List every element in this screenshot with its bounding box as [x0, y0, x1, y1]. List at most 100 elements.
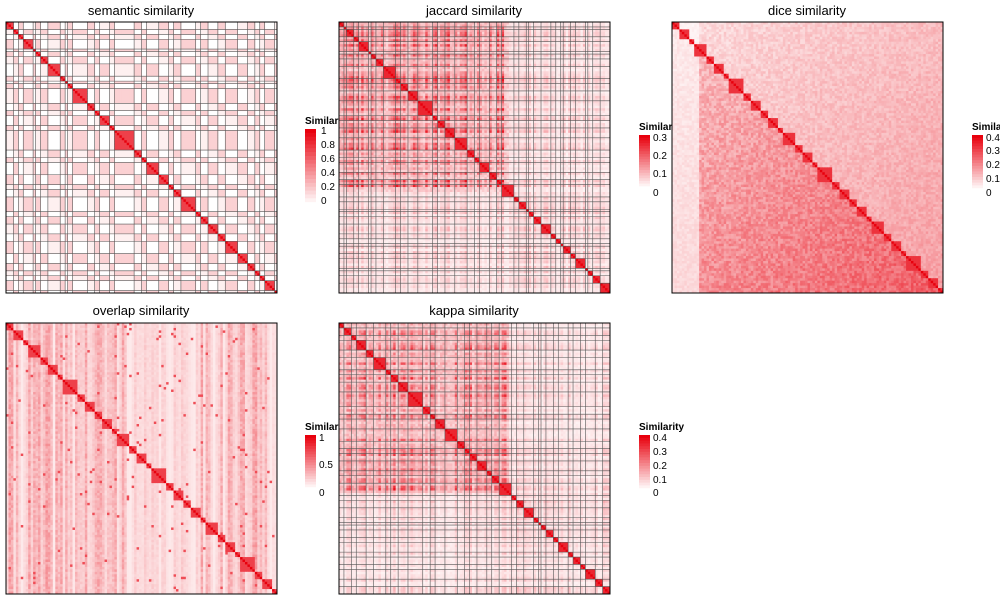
heatmap-cell — [196, 52, 199, 55]
heatmap-cell — [26, 29, 29, 32]
heatmap-cell — [154, 34, 157, 37]
heatmap-cell — [208, 29, 211, 32]
heatmap-cell — [210, 29, 213, 32]
heatmap-cell — [250, 39, 253, 42]
heatmap-cell — [174, 34, 177, 37]
heatmap-cell — [43, 34, 46, 37]
heatmap-cell — [255, 29, 258, 32]
heatmap-cell — [134, 52, 137, 55]
heatmap-cell — [137, 44, 140, 47]
heatmap-cell — [240, 24, 243, 27]
heatmap-cell — [8, 44, 11, 47]
heatmap-cell — [26, 42, 29, 45]
heatmap-cell — [68, 42, 71, 45]
heatmap-cell — [87, 42, 90, 45]
heatmap-cell — [55, 34, 58, 37]
heatmap-cell — [23, 44, 26, 47]
heatmap-cell — [149, 34, 152, 37]
heatmap-cell — [146, 24, 149, 27]
heatmap-cell — [8, 56, 11, 59]
heatmap-cell — [265, 44, 268, 47]
heatmap-cell — [146, 34, 149, 37]
heatmap-cell — [270, 42, 273, 45]
heatmap-cell — [60, 29, 63, 32]
heatmap-cell — [233, 39, 236, 42]
heatmap-cell — [82, 34, 85, 37]
heatmap-cell — [90, 39, 93, 42]
heatmap-cell — [36, 29, 39, 32]
heatmap-cell — [218, 52, 221, 55]
heatmap-cell — [18, 39, 21, 42]
heatmap-cell — [55, 39, 58, 42]
heatmap-cell — [55, 52, 58, 55]
heatmap-cell — [176, 44, 179, 47]
heatmap-cell — [117, 29, 120, 32]
heatmap-cell — [105, 24, 108, 27]
heatmap-cell — [142, 42, 145, 45]
heatmap-cell — [87, 44, 90, 47]
heatmap-cell — [225, 29, 228, 32]
heatmap-cell — [250, 24, 253, 27]
heatmap-cell — [213, 29, 216, 32]
heatmap-cell — [159, 24, 162, 27]
heatmap-cell — [18, 52, 21, 55]
heatmap-cell — [161, 39, 164, 42]
heatmap-cell — [50, 52, 53, 55]
heatmap-cell — [151, 52, 154, 55]
heatmap-cell — [119, 29, 122, 32]
heatmap-cell — [210, 34, 213, 37]
heatmap-cell — [218, 34, 221, 37]
heatmap-cell — [270, 29, 273, 32]
heatmap-cell — [176, 52, 179, 55]
heatmap-cell — [191, 42, 194, 45]
heatmap-cell — [186, 44, 189, 47]
heatmap-cell — [18, 42, 21, 45]
heatmap-cell — [233, 42, 236, 45]
heatmap-cell — [203, 39, 206, 42]
heatmap-cell — [122, 29, 125, 32]
heatmap-cell — [230, 39, 233, 42]
heatmap-cell — [230, 29, 233, 32]
heatmap-cell — [186, 42, 189, 45]
heatmap-cell — [80, 29, 83, 32]
heatmap-cell — [265, 39, 268, 42]
heatmap-cell — [250, 29, 253, 32]
heatmap-cell — [18, 24, 21, 27]
heatmap-cell — [164, 44, 167, 47]
heatmap-cell — [105, 34, 108, 37]
heatmap-cell — [87, 39, 90, 42]
heatmap-cell — [48, 34, 51, 37]
heatmap-cell — [267, 42, 270, 45]
heatmap-cell — [129, 34, 132, 37]
heatmap-cell — [55, 24, 58, 27]
heatmap-cell — [181, 29, 184, 32]
heatmap-cell — [188, 39, 191, 42]
heatmap-cell — [75, 29, 78, 32]
heatmap-cell — [53, 52, 56, 55]
heatmap-cell — [87, 34, 90, 37]
heatmap-cell — [228, 29, 231, 32]
heatmap-cell — [213, 34, 216, 37]
heatmap-cell — [151, 24, 154, 27]
heatmap-cell — [36, 42, 39, 45]
heatmap-cell — [260, 34, 263, 37]
heatmap-cell — [28, 42, 31, 45]
heatmap-cell — [243, 52, 246, 55]
heatmap-cell — [55, 42, 58, 45]
heatmap-cell — [270, 44, 273, 47]
heatmap-cell — [90, 34, 93, 37]
heatmap-cell — [90, 24, 93, 27]
heatmap-cell — [164, 39, 167, 42]
heatmap-cell — [109, 24, 112, 27]
heatmap-cell — [220, 42, 223, 45]
heatmap-cell — [8, 52, 11, 55]
heatmap-cell — [77, 34, 80, 37]
heatmap-cell — [50, 34, 53, 37]
heatmap-cell — [13, 29, 16, 32]
heatmap-cell — [159, 44, 162, 47]
heatmap-cell — [196, 24, 199, 27]
heatmap-cell — [164, 29, 167, 32]
heatmap-cell — [36, 24, 39, 27]
heatmap-cell — [186, 29, 189, 32]
heatmap-cell — [90, 42, 93, 45]
